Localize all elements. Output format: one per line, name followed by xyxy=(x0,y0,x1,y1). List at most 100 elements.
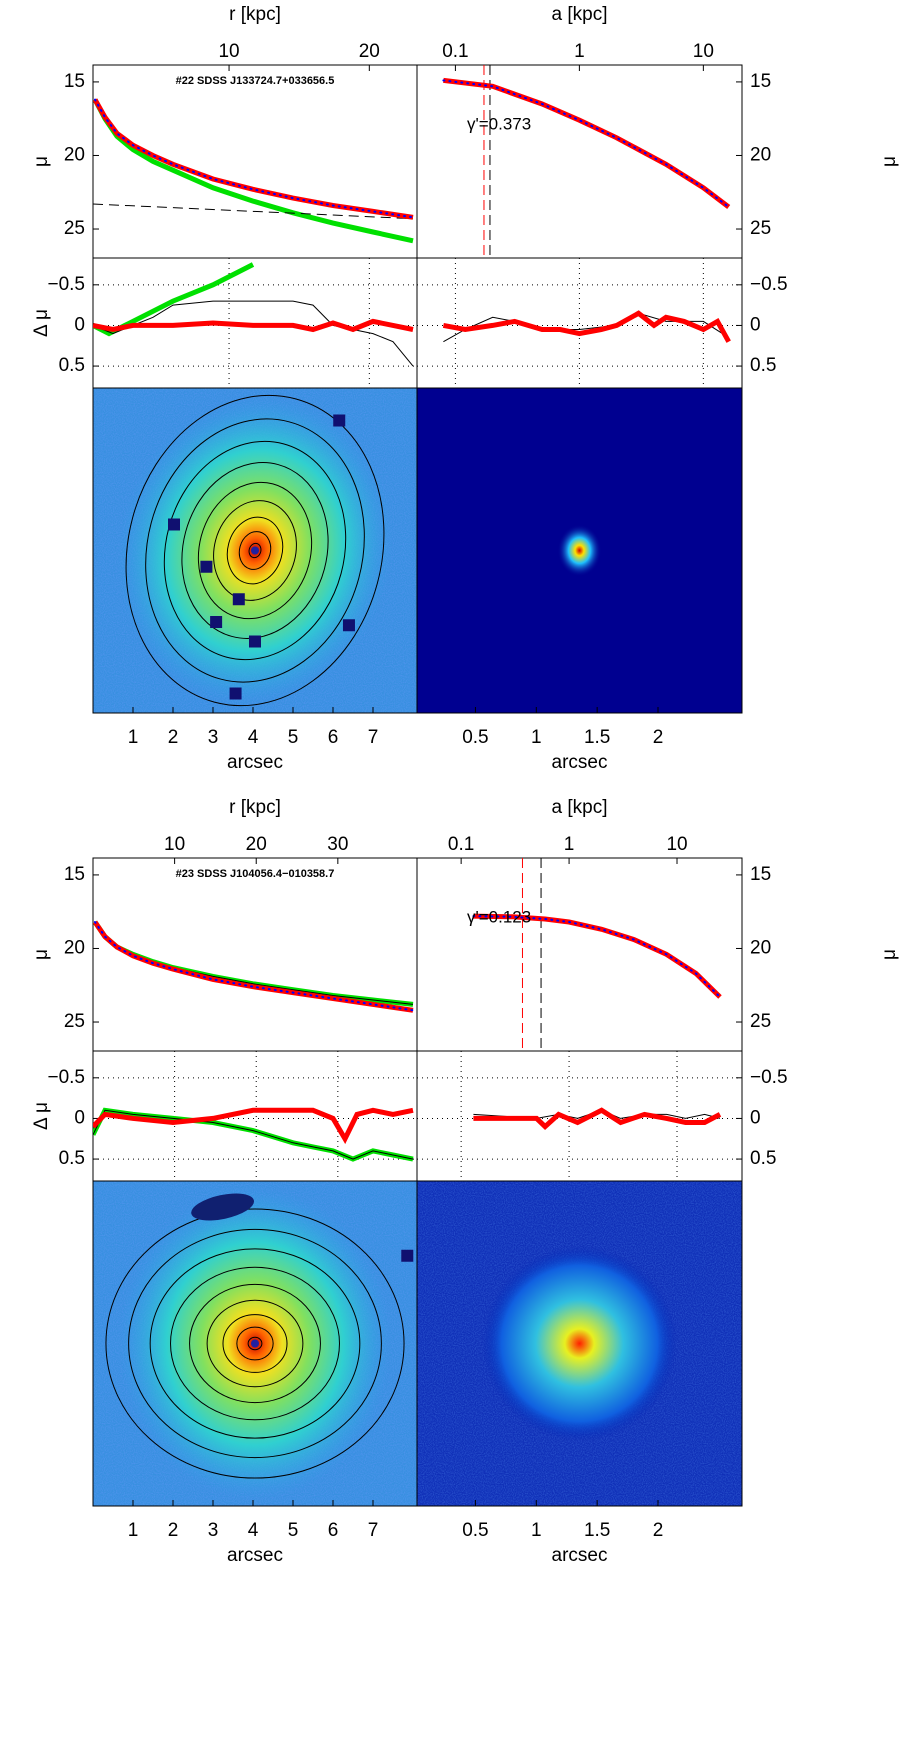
x2-tick-label: 0.1 xyxy=(442,41,468,62)
contour xyxy=(222,1314,288,1373)
y-axis-label: μ xyxy=(31,156,52,167)
x2-tick-label: 10 xyxy=(666,834,687,855)
residual-frame xyxy=(416,1050,743,1182)
x2-tick-label: 20 xyxy=(359,41,380,62)
image-panel xyxy=(92,1180,418,1507)
x2-tick-label: 10 xyxy=(218,41,239,62)
image-panel xyxy=(416,1180,743,1507)
gamma-label: γ'=0.123 xyxy=(467,907,531,926)
x-tick-label: 1.5 xyxy=(584,727,610,748)
y-axis-label: μ xyxy=(879,949,900,960)
y-tick-label: 25 xyxy=(64,218,85,239)
contour xyxy=(226,516,284,585)
x2-axis-label: r [kpc] xyxy=(229,797,281,818)
x-tick-label: 1 xyxy=(531,727,542,748)
x-tick-label: 3 xyxy=(208,727,219,748)
res-tick-label: −0.5 xyxy=(47,1067,85,1088)
x-tick-label: 5 xyxy=(288,727,299,748)
x-tick-label: 6 xyxy=(328,1520,339,1541)
mask xyxy=(200,560,213,573)
contour xyxy=(247,1336,263,1351)
contour xyxy=(236,1326,274,1361)
panel-title: #23 SDSS J104056.4−010358.7 xyxy=(176,868,335,880)
x2-tick-label: 20 xyxy=(246,834,267,855)
curve xyxy=(473,1107,722,1131)
x-axis-label: arcsec xyxy=(227,752,283,773)
contour xyxy=(206,1299,304,1388)
contour xyxy=(149,1248,361,1439)
x2-axis-label: r [kpc] xyxy=(229,4,281,25)
contour xyxy=(189,1283,321,1404)
x-tick-label: 2 xyxy=(168,727,179,748)
x-tick-label: 1.5 xyxy=(584,1520,610,1541)
mask xyxy=(232,593,245,606)
res-axis-label: Δ μ xyxy=(31,1102,52,1130)
y-axis-label: μ xyxy=(31,949,52,960)
x-tick-label: 1 xyxy=(531,1520,542,1541)
res-tick-label: −0.5 xyxy=(750,1067,788,1088)
x-tick-label: 5 xyxy=(288,1520,299,1541)
y-tick-label: 20 xyxy=(750,144,771,165)
contour xyxy=(170,1266,340,1421)
x2-tick-label: 10 xyxy=(164,834,185,855)
x-tick-label: 6 xyxy=(328,727,339,748)
x-tick-label: 7 xyxy=(368,1520,379,1541)
curve xyxy=(442,310,731,343)
mask xyxy=(168,518,180,531)
curve xyxy=(93,1107,414,1145)
x-tick-label: 0.5 xyxy=(462,727,488,748)
res-tick-label: 0 xyxy=(74,1107,85,1128)
y-tick-label: 25 xyxy=(750,218,771,239)
y-axis-label: μ xyxy=(879,156,900,167)
y-tick-label: 20 xyxy=(64,937,85,958)
contour xyxy=(125,394,385,707)
gamma-label: γ'=0.373 xyxy=(467,114,531,133)
y-tick-label: 25 xyxy=(64,1011,85,1032)
res-tick-label: −0.5 xyxy=(47,274,85,295)
mask xyxy=(401,1249,414,1262)
x-tick-label: 2 xyxy=(168,1520,179,1541)
profile-frame xyxy=(92,857,418,1052)
mask xyxy=(229,687,242,700)
curve xyxy=(94,98,414,219)
y-tick-label: 15 xyxy=(64,864,85,885)
x2-tick-label: 10 xyxy=(693,41,714,62)
res-tick-label: 0.5 xyxy=(750,355,776,376)
x2-tick-label: 30 xyxy=(327,834,348,855)
y-tick-label: 20 xyxy=(750,937,771,958)
y-tick-label: 15 xyxy=(64,71,85,92)
x-tick-label: 4 xyxy=(248,1520,259,1541)
x-tick-label: 2 xyxy=(653,1520,664,1541)
image-panel xyxy=(416,387,743,714)
contour xyxy=(145,418,365,683)
x-tick-label: 2 xyxy=(653,727,664,748)
profile-frame xyxy=(416,857,743,1052)
x-axis-label: arcsec xyxy=(227,1545,283,1566)
res-tick-label: 0 xyxy=(750,1107,761,1128)
x2-tick-label: 1 xyxy=(564,834,575,855)
res-axis-label: Δ μ xyxy=(31,309,52,337)
mask xyxy=(249,635,261,648)
y-tick-label: 15 xyxy=(750,864,771,885)
x-tick-label: 1 xyxy=(128,1520,139,1541)
curve xyxy=(93,203,414,220)
contour xyxy=(105,1208,405,1479)
panel-title: #22 SDSS J133724.7+033656.5 xyxy=(176,75,335,87)
x-tick-label: 3 xyxy=(208,1520,219,1541)
psf xyxy=(557,524,602,577)
y-tick-label: 20 xyxy=(64,144,85,165)
curve xyxy=(94,921,414,1012)
res-tick-label: 0.5 xyxy=(59,1148,85,1169)
y-tick-label: 15 xyxy=(750,71,771,92)
contour xyxy=(248,542,262,559)
x2-tick-label: 0.1 xyxy=(448,834,474,855)
res-tick-label: 0 xyxy=(750,314,761,335)
x-tick-label: 1 xyxy=(128,727,139,748)
x-tick-label: 4 xyxy=(248,727,259,748)
x-axis-label: arcsec xyxy=(552,752,608,773)
companion xyxy=(191,1193,255,1221)
contour xyxy=(238,531,272,570)
x-tick-label: 0.5 xyxy=(462,1520,488,1541)
mask xyxy=(333,414,346,427)
